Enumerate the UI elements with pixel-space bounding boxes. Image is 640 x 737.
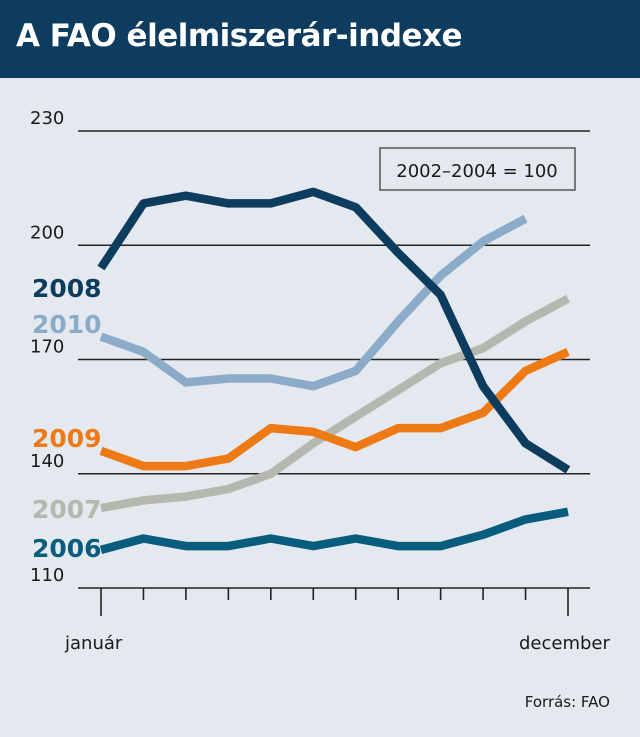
base-period-label: 2002–2004 = 100 [396,161,558,182]
base-period-box [379,147,576,191]
series-line-2009 [99,348,570,471]
y-tick-label-110: 110 [30,565,64,586]
x-label-start: január [64,633,123,654]
series-line-2010 [99,214,528,391]
y-tick-label-170: 170 [30,337,64,358]
series-line-2006 [99,507,569,555]
series-label-2006: 2006 [32,534,102,563]
x-label-end: december [519,633,611,654]
series-line-2007 [100,294,571,513]
y-tick-label-200: 200 [30,222,64,243]
title-bar: A FAO élelmiszerár-indexe [0,0,640,78]
series-label-2007: 2007 [32,495,102,524]
y-tick-label-230: 230 [30,108,64,129]
series-label-2010: 2010 [32,310,102,339]
series-label-2008: 2008 [32,274,102,303]
series-label-2009: 2009 [32,424,102,453]
chart-title: A FAO élelmiszerár-indexe [16,18,463,54]
series-line-2008 [97,187,571,474]
source-note: Forrás: FAO [524,693,610,711]
chart-plot: 230 200 170 140 110 január december 2002–2004 =… [30,108,611,654]
y-tick-label-140: 140 [30,451,64,472]
